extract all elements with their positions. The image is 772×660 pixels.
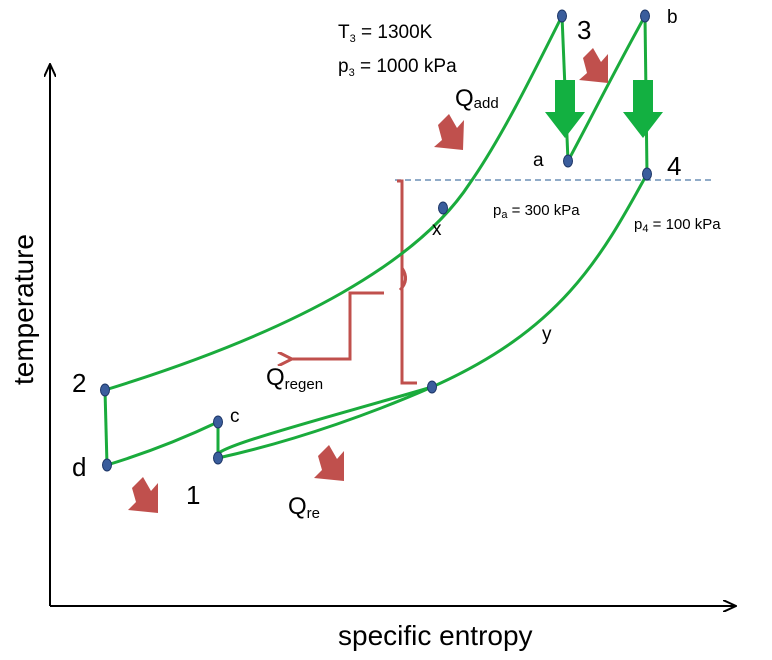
state-point-b xyxy=(640,9,650,23)
p3-condition: p3 = 1000 kPa xyxy=(338,56,457,79)
process-2-3 xyxy=(104,15,564,392)
q-re-label: Qre xyxy=(288,493,320,522)
expansion-arrow-3a xyxy=(545,80,585,138)
state-point-d xyxy=(102,458,112,472)
process-lines xyxy=(103,15,649,467)
heat-arrow-add xyxy=(434,114,464,150)
regen-bracket-curl xyxy=(398,267,407,292)
p4-condition: p4 = 100 kPa xyxy=(634,216,721,235)
regen-bracket xyxy=(397,179,417,385)
x-axis-label: specific entropy xyxy=(338,620,533,651)
process-a-b xyxy=(566,15,647,162)
state-point-2 xyxy=(100,383,110,397)
label-x: x xyxy=(432,219,442,240)
state-point-a xyxy=(563,154,573,168)
state-point-c xyxy=(213,415,223,429)
process-d-2 xyxy=(103,389,109,466)
label-y: y xyxy=(542,324,552,345)
q-regen-label: Qregen xyxy=(266,364,323,393)
heat-arrow-reject-2 xyxy=(128,477,158,513)
heat-arrows xyxy=(128,48,608,513)
t3-condition: T3 = 1300K xyxy=(338,22,433,45)
regen-heat-arrow xyxy=(290,291,384,359)
label-d: d xyxy=(72,452,86,482)
heat-arrow-reheat xyxy=(579,48,608,83)
heat-arrow-reject xyxy=(314,445,344,481)
pa-condition: pa = 300 kPa xyxy=(493,202,580,221)
state-point-1 xyxy=(213,451,223,465)
q-add-label: Qadd xyxy=(455,85,499,112)
label-4: 4 xyxy=(667,151,681,181)
label-1: 1 xyxy=(186,480,200,510)
state-point-3 xyxy=(557,9,567,23)
state-point-x xyxy=(438,201,448,215)
process-1-y xyxy=(217,385,433,460)
process-4-y-d xyxy=(214,173,649,460)
label-a: a xyxy=(533,150,544,171)
process-c-d xyxy=(106,420,219,467)
label-b: b xyxy=(667,7,678,28)
label-2: 2 xyxy=(72,368,86,398)
expansion-arrow-b4 xyxy=(623,80,663,138)
state-point-y xyxy=(427,380,437,394)
state-points xyxy=(100,9,652,472)
label-c: c xyxy=(230,406,240,427)
label-3: 3 xyxy=(577,15,591,45)
y-axis-label: temperature xyxy=(8,234,39,385)
state-point-4 xyxy=(642,167,652,181)
